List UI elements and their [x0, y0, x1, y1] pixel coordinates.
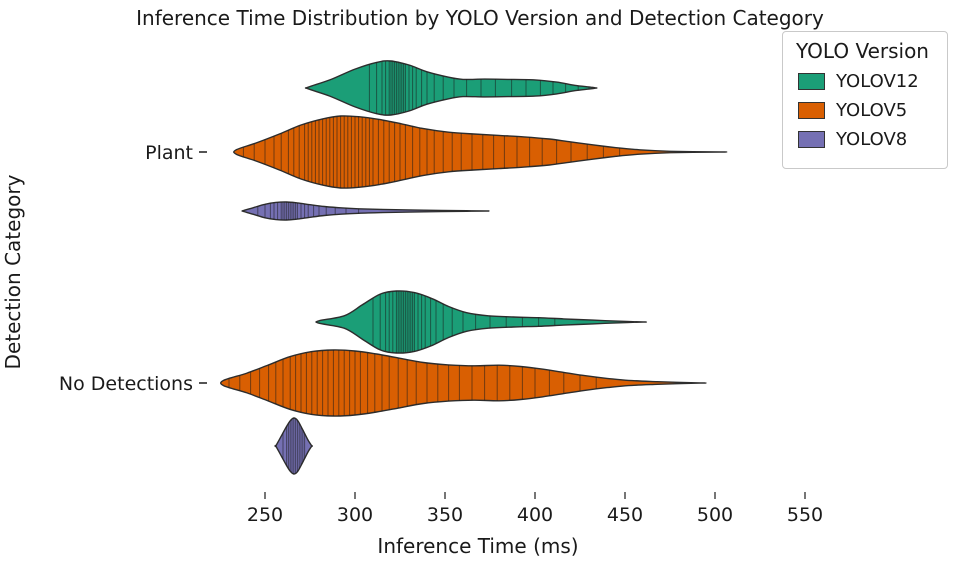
- chart-title: Inference Time Distribution by YOLO Vers…: [136, 6, 824, 30]
- legend-entry-yolov5: YOLOV5: [798, 100, 929, 121]
- violin-yolov5-no-detections: [220, 349, 707, 417]
- legend-entry-label: YOLOV5: [836, 100, 908, 121]
- x-tick-label: 500: [697, 504, 733, 526]
- x-tick-label: 300: [337, 504, 373, 526]
- violins-layer: [220, 60, 728, 475]
- violin-body: [220, 349, 707, 417]
- observation-sticks: [242, 116, 621, 188]
- legend-entries: YOLOV12 YOLOV5 YOLOV8: [794, 71, 929, 150]
- violin-body: [315, 290, 648, 354]
- legend-swatch-icon: [798, 73, 826, 90]
- x-tick-label: 550: [787, 504, 823, 526]
- violin-yolov12-plant: [304, 60, 598, 116]
- violin-yolov5-plant: [233, 115, 728, 189]
- x-tick-label: 450: [607, 504, 643, 526]
- x-tick-label: 400: [517, 504, 553, 526]
- legend-entry-label: YOLOV8: [836, 129, 908, 150]
- legend-entry-yolov8: YOLOV8: [798, 129, 929, 150]
- legend-swatch-icon: [798, 131, 826, 148]
- y-tick-label: No Detections: [59, 373, 193, 395]
- legend-entry-yolov12: YOLOV12: [798, 71, 929, 92]
- observation-sticks: [368, 61, 590, 115]
- x-tick-label: 250: [247, 504, 283, 526]
- legend-title: YOLO Version: [796, 39, 929, 63]
- legend-entry-label: YOLOV12: [836, 71, 919, 92]
- legend-swatch-icon: [798, 102, 826, 119]
- x-axis: 250 300 350 400 450 500 550: [247, 492, 823, 526]
- violin-body: [241, 201, 490, 221]
- violin-yolov8-plant: [241, 201, 490, 221]
- observation-sticks: [228, 350, 597, 416]
- legend: YOLO Version YOLOV12 YOLOV5 YOLOV8: [782, 31, 948, 169]
- x-axis-label: Inference Time (ms): [377, 534, 578, 558]
- observation-sticks: [372, 291, 556, 353]
- violin-yolov12-no-detections: [315, 290, 648, 354]
- violin-yolov8-no-detections: [274, 417, 313, 475]
- violin-body: [233, 115, 728, 189]
- y-axis-label: Detection Category: [1, 174, 25, 369]
- x-tick-label: 350: [427, 504, 463, 526]
- observation-sticks: [257, 202, 360, 220]
- y-tick-label: Plant: [145, 142, 193, 164]
- violin-body: [304, 60, 598, 116]
- y-axis: Plant No Detections: [59, 142, 207, 395]
- observation-sticks: [282, 418, 306, 474]
